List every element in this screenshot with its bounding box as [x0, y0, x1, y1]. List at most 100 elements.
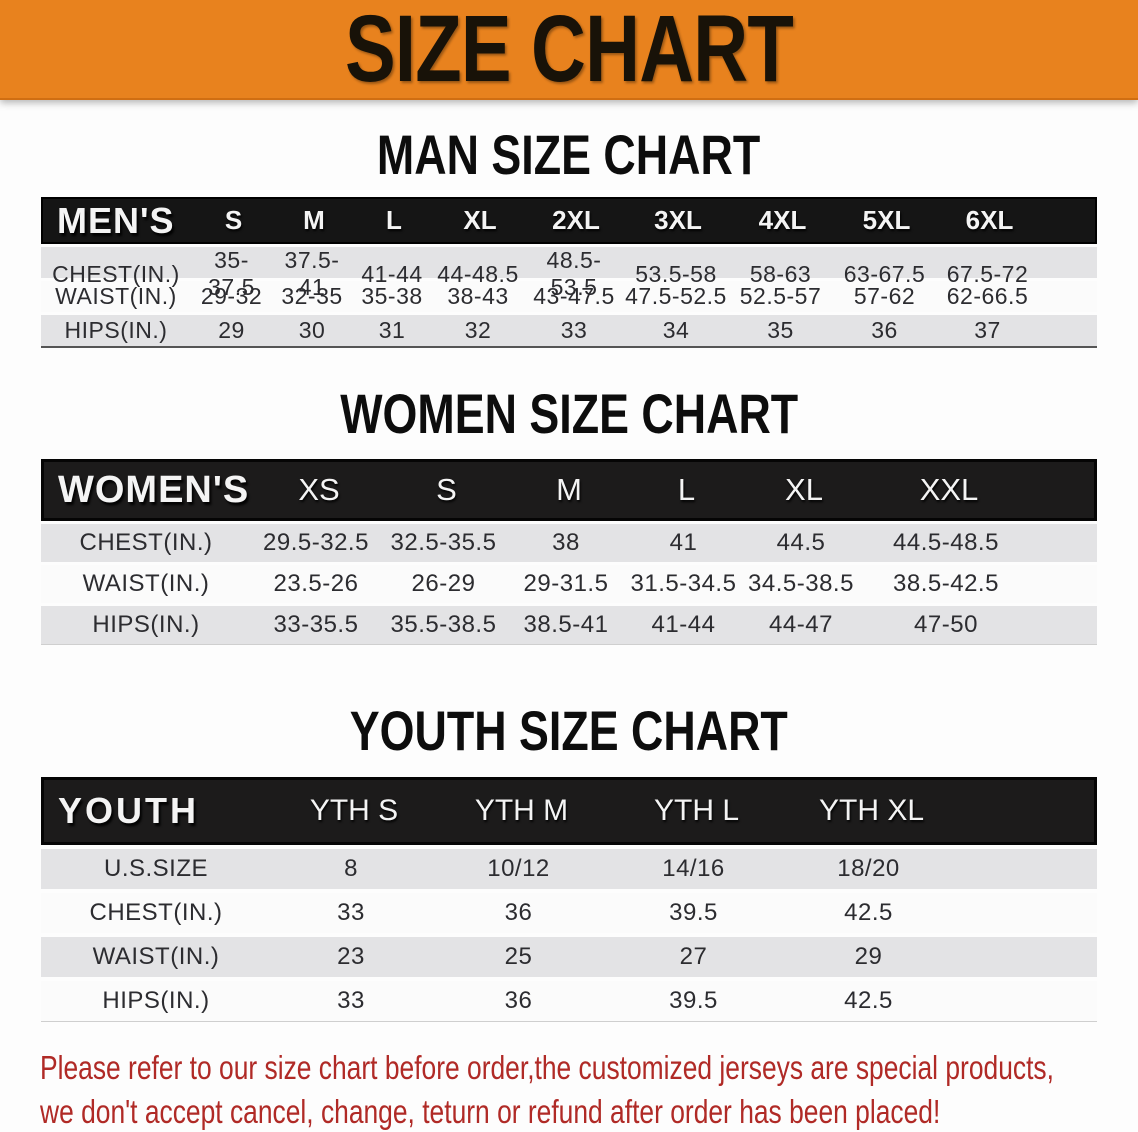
- column-header: M: [303, 205, 325, 235]
- column-header: 2XL: [552, 205, 600, 235]
- size-value-cell: 44-47: [769, 611, 833, 638]
- size-value-cell: 37: [974, 317, 1001, 343]
- column-header: XL: [785, 472, 823, 507]
- table-row: HIPS(IN.) 29 30 31 32 33 34 35 36 37: [41, 315, 1097, 346]
- youth-size-chart-section: YOUTH SIZE CHART YOUTH YTH S YTH M YTH L YTH…: [0, 703, 1138, 1022]
- row-label: HIPS(IN.): [64, 317, 168, 343]
- men-size-table: MEN'S S M L XL 2XL 3XL 4XL 5XL 6XL CHEST(IN.) 35-37…: [41, 197, 1097, 348]
- size-value-cell: 35-37.5: [208, 247, 255, 300]
- size-value-cell: 57-62: [853, 283, 916, 309]
- youth-chart-heading-text: YOUTH SIZE CHART: [349, 699, 789, 762]
- size-value-cell: 34: [662, 317, 690, 343]
- column-header: 3XL: [654, 205, 702, 235]
- size-value-cell: 38.5-42.5: [893, 570, 999, 597]
- size-value-cell: 23.5-26: [273, 570, 359, 597]
- row-label: WAIST(IN.): [92, 943, 220, 970]
- table-header-row: MEN'S S M L XL 2XL 3XL 4XL 5XL 6XL: [41, 197, 1097, 244]
- size-value-cell: 36: [504, 987, 533, 1014]
- table-row: HIPS(IN.) 33 36 39.5 42.5: [41, 981, 1097, 1021]
- size-value-cell: 63-67.5: [843, 260, 926, 287]
- size-value-cell: 36: [871, 317, 898, 343]
- column-header: YTH XL: [818, 794, 925, 827]
- size-value-cell: 37.5-41: [284, 247, 340, 300]
- row-label: CHEST(IN.): [52, 260, 180, 287]
- size-value-cell: 44.5: [776, 529, 826, 556]
- size-value-cell: 52.5-57: [739, 283, 822, 309]
- table-row: U.S.SIZE 8 10/12 14/16 18/20: [41, 849, 1097, 889]
- size-value-cell: 27: [679, 943, 708, 970]
- column-header: XS: [298, 472, 340, 507]
- disclaimer: Please refer to our size chart before or…: [40, 1046, 1138, 1132]
- men-chart-heading: MAN SIZE CHART: [0, 127, 1138, 183]
- table-corner-label: WOMEN'S: [58, 468, 250, 511]
- size-value-cell: 44-48.5: [437, 260, 519, 287]
- size-value-cell: 42.5: [844, 899, 893, 926]
- column-header: YTH S: [309, 794, 399, 827]
- table-row: CHEST(IN.) 35-37.5 37.5-41 41-44 44-48.5 48.5…: [41, 247, 1097, 300]
- size-value-cell: 44.5-48.5: [893, 529, 999, 556]
- size-value-cell: 47-50: [914, 611, 978, 638]
- women-chart-heading-text: WOMEN SIZE CHART: [340, 382, 798, 445]
- size-value-cell: 26-29: [411, 570, 476, 597]
- table-row: WAIST(IN.) 23 25 27 29: [41, 937, 1097, 977]
- youth-size-table: YOUTH YTH S YTH M YTH L YTH XL U.S.SIZE 8 10/12…: [41, 777, 1097, 1022]
- size-value-cell: 33: [560, 317, 588, 343]
- disclaimer-line-1: Please refer to our size chart before or…: [40, 1049, 1054, 1086]
- size-value-cell: 38: [552, 529, 580, 556]
- size-value-cell: 35: [767, 317, 794, 343]
- size-value-cell: 29-32: [200, 283, 263, 309]
- table-row: WAIST(IN.) 29-32 32-35 35-38 38-43 43-47.5 47.…: [41, 281, 1097, 312]
- size-value-cell: 14/16: [662, 855, 725, 882]
- size-value-cell: 36: [504, 899, 533, 926]
- size-value-cell: 48.5-53.5: [546, 247, 602, 300]
- size-value-cell: 62-66.5: [946, 283, 1029, 309]
- size-value-cell: 10/12: [487, 855, 550, 882]
- table-row: CHEST(IN.) 33 36 39.5 42.5: [41, 893, 1097, 933]
- row-label: HIPS(IN.): [92, 611, 200, 638]
- column-header: L: [386, 205, 402, 235]
- size-value-cell: 31: [378, 317, 406, 343]
- banner: SIZE CHART: [0, 0, 1138, 100]
- men-size-chart-section: MAN SIZE CHART MEN'S S M L XL 2XL 3XL 4XL 5XL 6XL…: [0, 127, 1138, 348]
- size-value-cell: 32.5-35.5: [390, 529, 497, 556]
- size-value-cell: 33-35.5: [273, 611, 359, 638]
- size-value-cell: 53.5-58: [635, 260, 717, 287]
- column-header: S: [436, 472, 457, 507]
- size-value-cell: 33: [337, 987, 365, 1014]
- size-value-cell: 29: [218, 317, 245, 343]
- row-label: WAIST(IN.): [82, 570, 210, 597]
- size-value-cell: 58-63: [749, 260, 812, 287]
- women-chart-heading: WOMEN SIZE CHART: [0, 386, 1138, 442]
- size-value-cell: 8: [344, 855, 358, 882]
- size-value-cell: 35-38: [361, 283, 423, 309]
- size-value-cell: 47.5-52.5: [625, 283, 727, 309]
- men-chart-heading-text: MAN SIZE CHART: [377, 123, 761, 186]
- size-value-cell: 29: [854, 943, 883, 970]
- women-size-chart-section: WOMEN SIZE CHART WOMEN'S XS S M L XL XXL CHEST(…: [0, 386, 1138, 645]
- column-header: XL: [463, 205, 497, 235]
- size-value-cell: 39.5: [669, 899, 718, 926]
- size-value-cell: 41-44: [651, 611, 716, 638]
- size-value-cell: 35.5-38.5: [390, 611, 497, 638]
- size-value-cell: 38-43: [447, 283, 509, 309]
- size-value-cell: 32: [464, 317, 492, 343]
- disclaimer-line-2: we don't accept cancel, change, teturn o…: [40, 1093, 941, 1130]
- row-label: CHEST(IN.): [79, 529, 213, 556]
- row-label: WAIST(IN.): [55, 283, 177, 309]
- size-value-cell: 39.5: [669, 987, 718, 1014]
- size-value-cell: 23: [337, 943, 365, 970]
- column-header: 4XL: [758, 205, 807, 235]
- column-header: S: [224, 205, 243, 235]
- row-label: CHEST(IN.): [89, 899, 223, 926]
- column-header: L: [677, 472, 696, 507]
- size-value-cell: 38.5-41: [523, 611, 609, 638]
- size-value-cell: 41: [669, 529, 698, 556]
- table-corner-label: YOUTH: [58, 790, 199, 831]
- size-value-cell: 32-35: [281, 283, 343, 309]
- table-row: CHEST(IN.) 29.5-32.5 32.5-35.5 38 41 44.5 44.5…: [41, 524, 1097, 562]
- size-value-cell: 34.5-38.5: [748, 570, 854, 597]
- column-header: M: [556, 472, 582, 507]
- size-value-cell: 31.5-34.5: [630, 570, 737, 597]
- table-row: HIPS(IN.) 33-35.5 35.5-38.5 38.5-41 41-44 44-…: [41, 606, 1097, 644]
